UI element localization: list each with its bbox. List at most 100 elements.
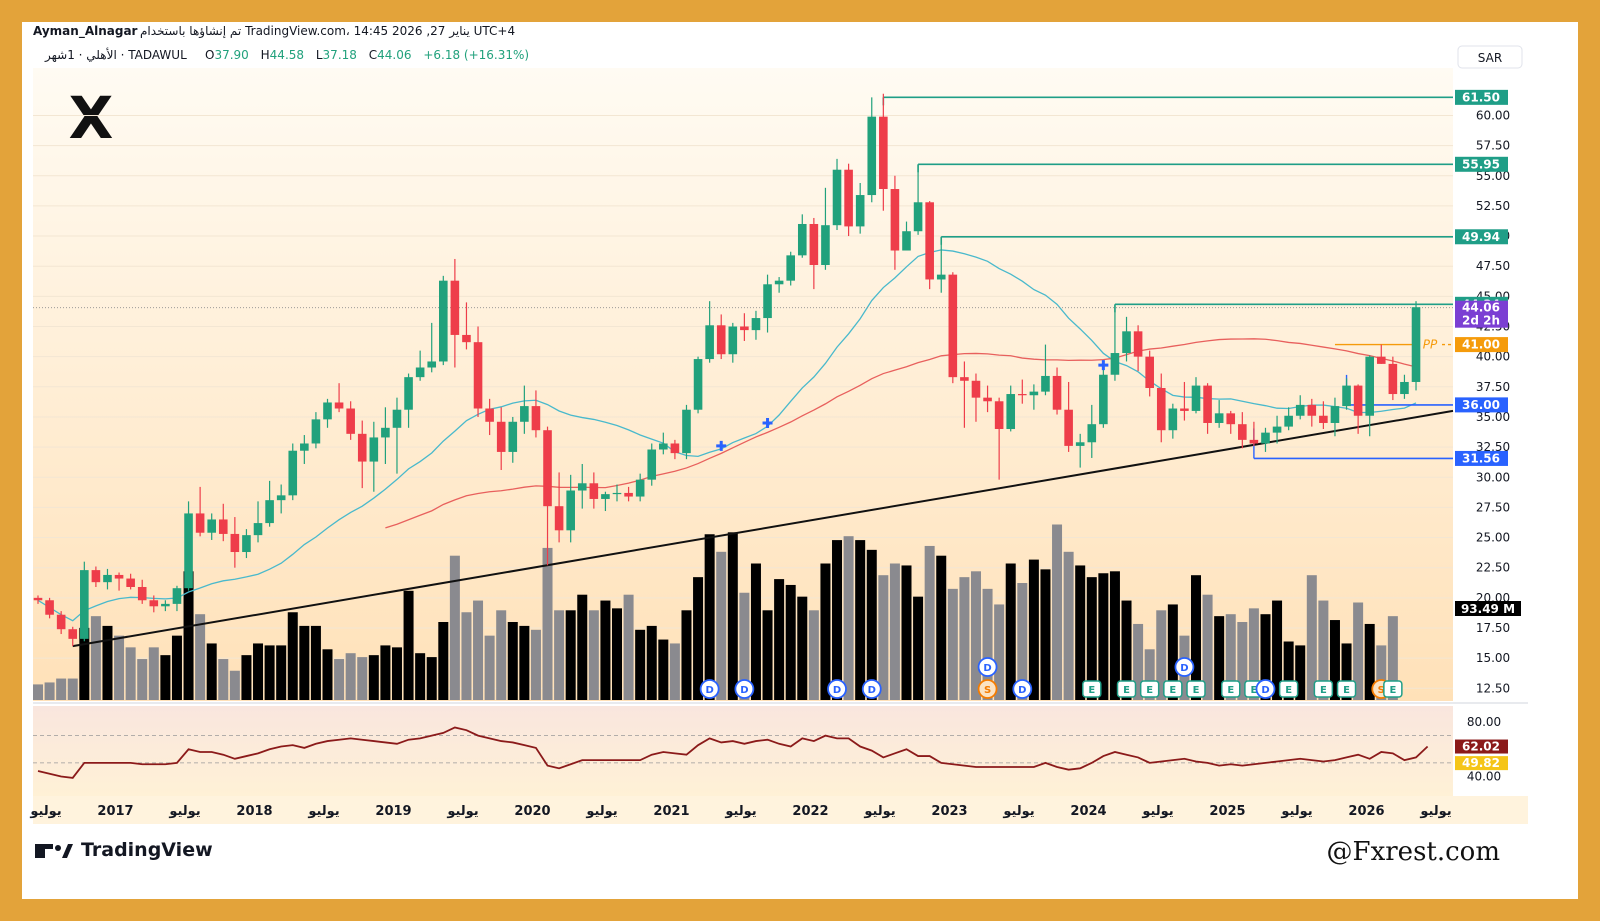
earnings-badge[interactable]	[1163, 680, 1183, 698]
earnings-badge[interactable]	[1383, 680, 1403, 698]
candle-body	[728, 326, 738, 355]
candle-body	[1388, 363, 1398, 395]
candle-body	[137, 586, 147, 601]
volume-bar	[507, 622, 518, 700]
volume-bar	[565, 610, 576, 700]
volume-bar	[1248, 608, 1259, 700]
dividend-badge[interactable]	[1012, 679, 1033, 699]
volume-bar	[646, 625, 657, 700]
volume-bar	[936, 555, 947, 700]
price-tick-label: 55.00	[1476, 169, 1510, 183]
volume-bar	[832, 540, 843, 700]
price-tick-label: 25.00	[1476, 531, 1510, 545]
candle-body	[1064, 409, 1073, 446]
candle-body	[1411, 307, 1421, 382]
time-tick-label: 2024	[1070, 804, 1106, 819]
candle-body	[566, 490, 575, 531]
candle-body	[1145, 356, 1154, 389]
volume-bar	[1376, 645, 1387, 700]
candle-body	[1214, 413, 1224, 423]
event-badge-label: E	[1285, 685, 1292, 696]
candle-body	[577, 483, 587, 491]
dividend-badge[interactable]	[1255, 679, 1276, 699]
support-trendline[interactable]	[72, 409, 1454, 648]
split-badge[interactable]	[977, 679, 998, 699]
price-tick-label: 40.00	[1476, 350, 1510, 364]
volume-bar	[1121, 600, 1132, 700]
earnings-badge[interactable]	[1336, 680, 1357, 698]
dividend-badge[interactable]	[1174, 657, 1195, 677]
volume-bar	[1028, 559, 1039, 700]
tradingview-brand: TradingView	[81, 839, 213, 861]
earnings-badge[interactable]	[1220, 680, 1241, 698]
dividend-badge[interactable]	[861, 679, 882, 699]
dividend-badge[interactable]	[699, 679, 720, 699]
earnings-badge[interactable]	[1116, 680, 1137, 698]
volume-bar	[276, 645, 287, 700]
candle-body	[960, 377, 969, 381]
volume-bar	[391, 647, 402, 700]
dividend-badge[interactable]	[734, 679, 755, 699]
symbol-title[interactable]: الأهلي · 1شهر · TADAWUL	[44, 47, 187, 63]
trendline-layer	[72, 409, 1454, 648]
time-axis-background	[33, 796, 1528, 824]
candle-body	[218, 519, 228, 534]
support-price-label	[1455, 450, 1508, 466]
close-value: 44.06	[377, 48, 411, 62]
horizontal-levels: PP	[33, 96, 1453, 460]
candle-body	[195, 513, 205, 533]
volume-bar	[658, 639, 669, 700]
earnings-badge[interactable]	[1082, 680, 1102, 698]
earnings-badge[interactable]	[1278, 680, 1299, 698]
volume-bars	[33, 524, 1398, 700]
candle-body	[149, 600, 159, 607]
candle-body	[948, 274, 958, 378]
candle-body	[821, 225, 830, 265]
volume-bar	[889, 563, 900, 700]
support-price-label	[1455, 397, 1508, 413]
candle-body	[1052, 375, 1062, 410]
candle-body	[682, 409, 691, 454]
candle-body	[1319, 415, 1328, 423]
candle-body	[91, 570, 101, 583]
event-badge-label: D	[705, 685, 713, 696]
volume-bar	[1329, 620, 1340, 700]
event-badge-label: E	[1250, 685, 1257, 696]
dividend-badge[interactable]	[977, 657, 998, 677]
price-tick-label: 60.00	[1476, 108, 1510, 122]
cross-markers	[716, 360, 1109, 451]
time-tick-label: يوليو	[1280, 804, 1312, 819]
candle-body	[392, 409, 402, 428]
price-tick-label: 47.50	[1476, 259, 1510, 273]
currency-button[interactable]	[1457, 45, 1523, 69]
rsi-tick-label: 40.00	[1467, 770, 1501, 784]
time-tick-label: 2018	[236, 804, 272, 819]
dividend-badge[interactable]	[827, 679, 847, 699]
candle-body	[242, 535, 251, 553]
volume-bar	[588, 610, 599, 700]
volume-bar	[1040, 569, 1051, 700]
candle-body	[184, 513, 193, 589]
candle-body	[890, 189, 900, 251]
change-value: +6.18 (+16.31%)	[423, 48, 529, 62]
candle-body	[913, 202, 923, 232]
price-tick-label: 52.50	[1476, 199, 1510, 213]
volume-bar	[959, 577, 970, 700]
volume-bar	[1144, 649, 1155, 700]
candle-body	[1400, 381, 1409, 395]
volume-bar	[577, 594, 588, 700]
earnings-badge[interactable]	[1313, 680, 1334, 698]
time-tick-label: 2020	[514, 804, 550, 819]
event-badge-label: D	[1018, 685, 1026, 696]
time-tick-label: يوليو	[1002, 804, 1034, 819]
earnings-badge[interactable]	[1186, 680, 1206, 698]
pivot-price-label	[1455, 337, 1508, 353]
candle-body	[925, 202, 934, 280]
time-tick-label: يوليو	[307, 804, 339, 819]
volume-bar	[125, 647, 136, 700]
earnings-badge[interactable]	[1139, 680, 1160, 698]
candle-body	[1272, 426, 1282, 433]
candle-body	[716, 325, 726, 355]
volume-bar	[866, 549, 877, 700]
